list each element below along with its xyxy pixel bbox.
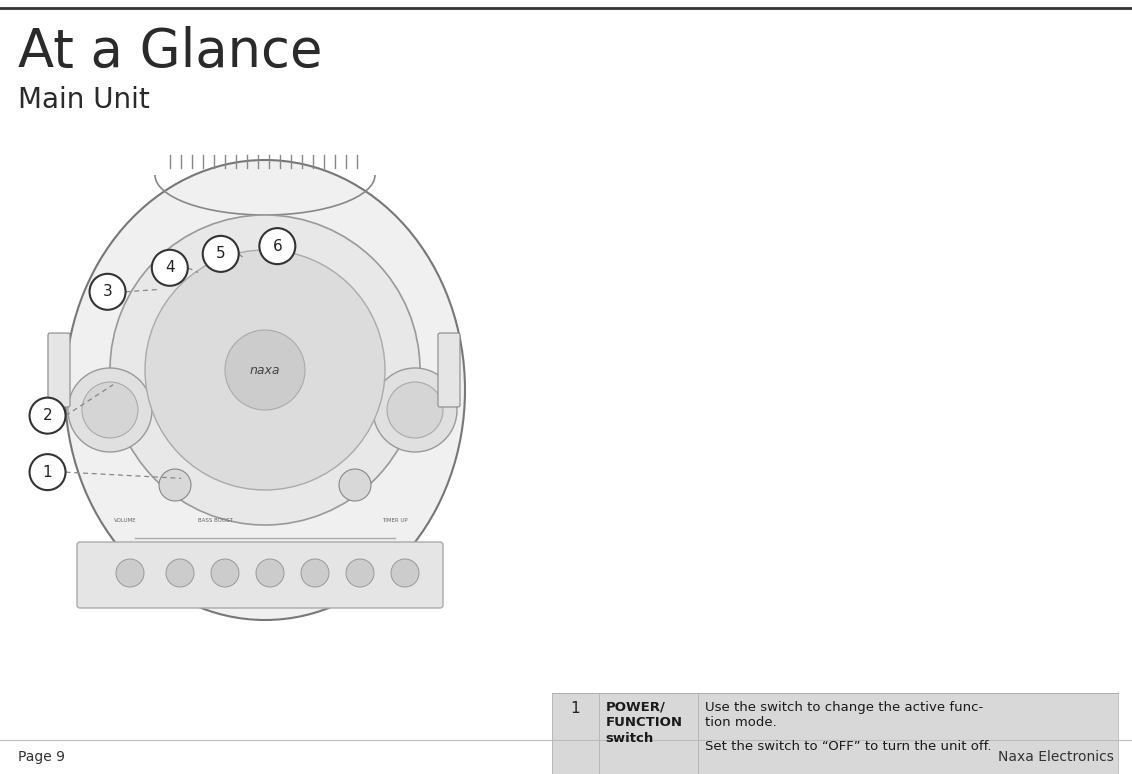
Circle shape xyxy=(166,559,194,587)
Circle shape xyxy=(211,559,239,587)
Text: 3: 3 xyxy=(103,284,112,300)
Circle shape xyxy=(387,382,443,438)
Text: Page 9: Page 9 xyxy=(18,750,65,764)
Text: VOLUME: VOLUME xyxy=(113,518,136,522)
Circle shape xyxy=(115,559,144,587)
Circle shape xyxy=(82,382,138,438)
Text: switch: switch xyxy=(606,731,654,745)
Circle shape xyxy=(301,559,329,587)
Text: Use the switch to change the active func-: Use the switch to change the active func… xyxy=(705,700,983,714)
FancyBboxPatch shape xyxy=(438,333,460,407)
Circle shape xyxy=(152,250,188,286)
Text: 4: 4 xyxy=(165,260,174,276)
Text: 6: 6 xyxy=(273,238,282,254)
Circle shape xyxy=(29,454,66,490)
Circle shape xyxy=(391,559,419,587)
Text: 2: 2 xyxy=(43,408,52,423)
Circle shape xyxy=(29,398,66,433)
Text: FUNCTION: FUNCTION xyxy=(606,716,683,729)
Circle shape xyxy=(374,368,457,452)
Text: POWER/: POWER/ xyxy=(606,700,666,714)
Bar xyxy=(552,693,1118,774)
Text: naxa: naxa xyxy=(250,364,281,376)
FancyBboxPatch shape xyxy=(77,542,443,608)
Circle shape xyxy=(158,469,191,501)
Text: Set the switch to “OFF” to turn the unit off.: Set the switch to “OFF” to turn the unit… xyxy=(705,740,992,753)
Circle shape xyxy=(145,250,385,490)
Circle shape xyxy=(203,236,239,272)
Circle shape xyxy=(346,559,374,587)
Text: Main Unit: Main Unit xyxy=(18,86,149,114)
Text: TIMER UP: TIMER UP xyxy=(383,518,408,522)
Circle shape xyxy=(68,368,152,452)
FancyBboxPatch shape xyxy=(48,333,70,407)
Circle shape xyxy=(225,330,305,410)
Circle shape xyxy=(89,274,126,310)
Text: 1: 1 xyxy=(571,700,581,716)
Circle shape xyxy=(256,559,284,587)
Text: 1: 1 xyxy=(43,464,52,480)
Circle shape xyxy=(338,469,371,501)
Ellipse shape xyxy=(65,160,465,620)
Circle shape xyxy=(110,215,420,525)
Text: Naxa Electronics: Naxa Electronics xyxy=(998,750,1114,764)
Text: 5: 5 xyxy=(216,246,225,262)
Circle shape xyxy=(259,228,295,264)
Text: BASS BOOST: BASS BOOST xyxy=(198,518,232,522)
Text: At a Glance: At a Glance xyxy=(18,26,323,78)
Text: tion mode.: tion mode. xyxy=(705,716,777,729)
